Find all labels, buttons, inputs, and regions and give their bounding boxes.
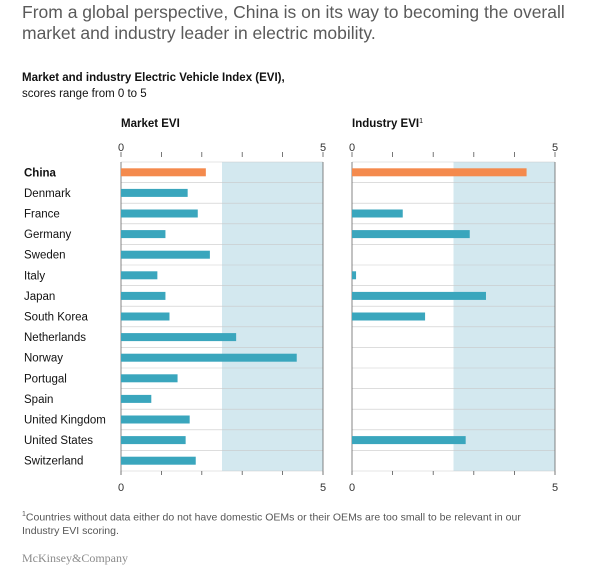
bar-1-switzerland [121,456,196,465]
category-label-france: France [24,209,60,221]
footnote-text: Countries without data either do not hav… [22,511,521,537]
subtitle-bold: Market and industry Electric Vehicle Ind… [22,72,285,84]
category-label-germany: Germany [24,229,72,241]
category-label-denmark: Denmark [24,188,71,200]
category-label-switzerland: Switzerland [24,456,83,468]
bar-2-china [352,168,527,177]
tick-label-bottom-max-2: 5 [552,482,558,494]
tick-label-top-max-2: 5 [552,142,558,154]
bar-1-china [121,168,206,177]
category-label-united-kingdom: United Kingdom [24,415,106,427]
tick-label-bottom-min-2: 0 [349,482,355,494]
subtitle-scale: scores range from 0 to 5 [22,88,147,100]
bar-1-united-states [121,436,186,445]
bar-1-south-korea [121,312,170,321]
category-label-norway: Norway [24,353,63,365]
category-label-china: China [24,167,57,179]
bar-1-norway [121,353,297,362]
bar-2-japan [352,291,486,300]
brand-logo: McKinsey&Company [22,551,128,565]
category-label-sweden: Sweden [24,250,66,262]
tick-label-top-min-1: 0 [118,142,124,154]
headline: From a global perspective, China is on i… [22,2,565,43]
bar-1-united-kingdom [121,415,190,424]
panel-title-1: Market EVI [121,118,180,130]
panel-title-2: Industry EVI1 [352,118,423,130]
bar-2-united-states [352,436,466,445]
chart-subtitle: Market and industry Electric Vehicle Ind… [22,70,285,102]
bar-1-netherlands [121,333,237,342]
bar-2-south-korea [352,312,426,321]
tick-label-bottom-min-1: 0 [118,482,124,494]
shaded-band-2 [453,162,555,471]
tick-label-bottom-max-1: 5 [320,482,326,494]
bar-1-italy [121,271,158,280]
bar-1-portugal [121,374,178,383]
bar-1-denmark [121,188,188,197]
category-label-spain: Spain [24,394,53,406]
tick-label-top-max-1: 5 [320,142,326,154]
evi-bar-charts: 0 5 0 5 Market EVI China Denmark France Germany S… [24,118,558,494]
bar-1-sweden [121,250,210,259]
bar-1-france [121,209,198,218]
footnote-mark: 1 [22,511,26,518]
panel-title-sup-2: 1 [419,118,423,125]
footnote: 1Countries without data either do not ha… [22,508,542,538]
category-label-south-korea: South Korea [24,312,89,324]
bar-1-spain [121,394,152,403]
category-label-portugal: Portugal [24,373,67,385]
bar-1-japan [121,291,166,300]
category-label-italy: Italy [24,270,45,282]
tick-label-top-min-2: 0 [349,142,355,154]
bar-2-france [352,209,403,218]
bar-1-germany [121,230,166,239]
bar-2-italy [352,271,357,280]
shaded-band-1 [222,162,323,471]
category-label-united-states: United States [24,435,93,447]
category-label-netherlands: Netherlands [24,332,86,344]
category-label-japan: Japan [24,291,55,303]
bar-2-germany [352,230,470,239]
